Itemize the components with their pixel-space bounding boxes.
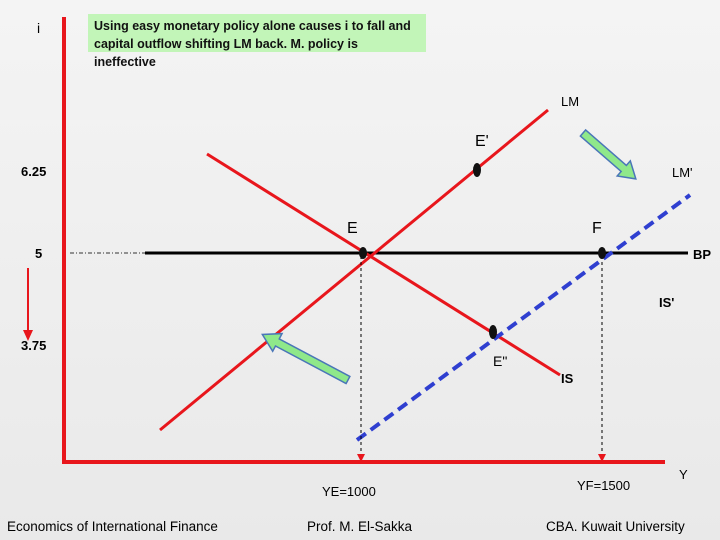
bp-label: BP: [693, 247, 711, 262]
y-axis-label: i: [37, 20, 40, 36]
shift-arrow-down-right-icon: [579, 128, 637, 180]
is-label: IS: [561, 371, 574, 386]
lm-curve: [159, 108, 549, 432]
point-f-dot: [598, 247, 606, 259]
point-e-dot: [359, 247, 367, 259]
x-axis-label: Y: [679, 467, 688, 482]
y-tick-6-25: 6.25: [21, 164, 46, 179]
shift-arrow-up-left-icon: [261, 332, 351, 385]
lm-label: LM: [561, 94, 579, 109]
point-e-prime-dot: [473, 163, 481, 177]
point-f-label: F: [592, 220, 602, 237]
lm-shifted-curve: [355, 193, 692, 442]
point-e-double-prime-dot: [489, 325, 497, 339]
point-e-prime-label: E': [475, 133, 489, 150]
explanation-note: Using easy monetary policy alone causes …: [88, 14, 426, 69]
y-tick-3-75: 3.75: [21, 338, 46, 353]
point-e-double-prime-label: E": [493, 353, 507, 369]
footer-author: Prof. M. El-Sakka: [307, 519, 413, 534]
interest-down-arrow-icon: [23, 268, 33, 341]
footer-course-title: Economics of International Finance: [7, 519, 218, 534]
is-curve: [206, 152, 561, 377]
x-tick-ye: YE=1000: [322, 484, 376, 499]
lm-shifted-label: LM': [672, 165, 693, 180]
is-shifted-label: IS': [659, 295, 674, 310]
footer-institution: CBA. Kuwait University: [546, 519, 685, 534]
y-tick-5: 5: [35, 246, 42, 261]
point-e-label: E: [347, 220, 358, 237]
x-tick-yf: YF=1500: [577, 478, 630, 493]
